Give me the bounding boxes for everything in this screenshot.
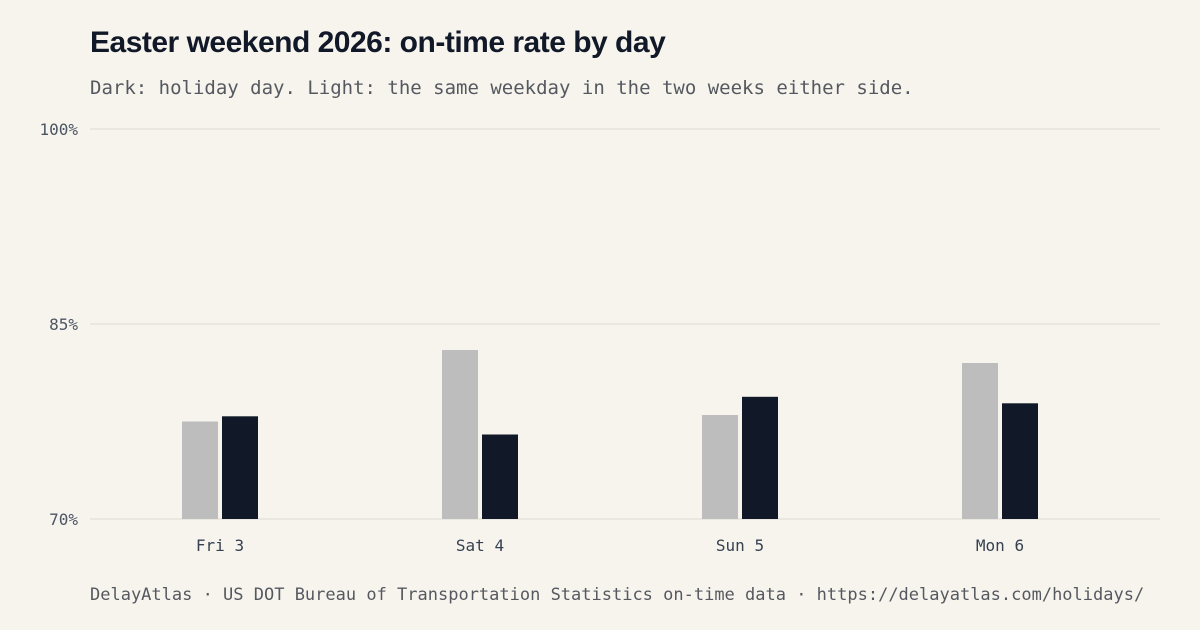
y-axis-ticks: 70% 85% 100% <box>39 120 78 529</box>
bar-baseline-2 <box>702 415 738 519</box>
bar-baseline-3 <box>962 363 998 519</box>
x-axis-categories: Fri 3 Sat 4 Sun 5 Mon 6 <box>196 536 1024 555</box>
chart-footer: DelayAtlas · US DOT Bureau of Transporta… <box>90 585 1145 605</box>
bar-holiday-3 <box>1002 403 1038 519</box>
y-tick-label: 70% <box>49 510 78 529</box>
x-tick-label: Sun 5 <box>716 536 764 555</box>
bar-holiday-2 <box>742 396 778 519</box>
bar-baseline-0 <box>182 421 218 519</box>
y-tick-label: 100% <box>39 120 78 139</box>
y-tick-label: 85% <box>49 315 78 334</box>
bar-baseline-1 <box>442 350 478 519</box>
x-tick-label: Fri 3 <box>196 536 244 555</box>
bars <box>182 350 1038 519</box>
chart-title: Easter weekend 2026: on-time rate by day <box>90 26 666 59</box>
x-tick-label: Sat 4 <box>456 536 504 555</box>
bar-holiday-1 <box>482 434 518 519</box>
bar-holiday-0 <box>222 416 258 519</box>
x-tick-label: Mon 6 <box>976 536 1024 555</box>
chart-subtitle: Dark: holiday day. Light: the same weekd… <box>90 77 914 99</box>
